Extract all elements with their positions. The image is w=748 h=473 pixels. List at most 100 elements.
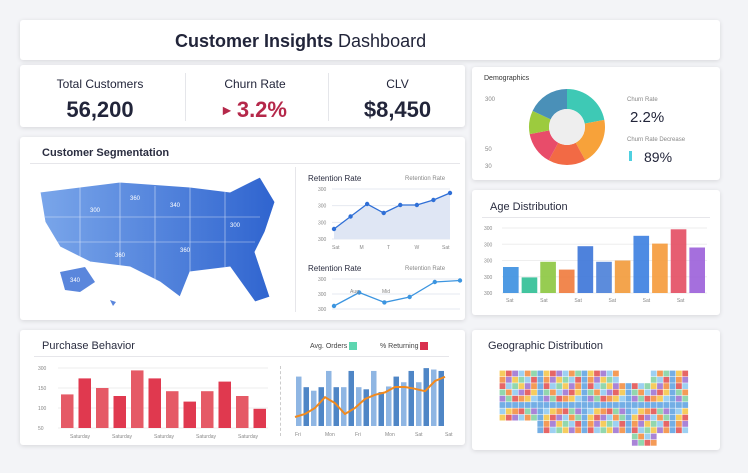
bar [148, 378, 161, 428]
x-tick-label: Sat [574, 298, 582, 304]
heat-cell [581, 376, 588, 383]
heat-cell [531, 414, 537, 421]
heat-cell [556, 370, 563, 377]
heat-cell [657, 421, 663, 427]
heat-cell [550, 389, 556, 396]
heat-cell [638, 389, 644, 396]
heat-cell [631, 395, 638, 402]
heat-cell [619, 414, 626, 421]
donut-slice [575, 119, 605, 161]
x-tick-label: Sat [445, 432, 453, 438]
heat-cell [543, 370, 550, 377]
heat-cell [669, 395, 676, 402]
x-tick-label: M [360, 245, 364, 251]
heat-cell [650, 414, 657, 421]
heat-cell [657, 376, 663, 383]
heat-cell [650, 389, 657, 396]
heat-cell [663, 395, 670, 402]
y-tick-label: 300 [484, 242, 493, 248]
heat-cell [650, 439, 657, 446]
heat-cell [594, 421, 600, 427]
heat-cell [644, 383, 651, 389]
heat-cell [581, 395, 588, 402]
bar [318, 387, 324, 426]
heat-cell [550, 376, 556, 383]
heat-cell [575, 395, 581, 402]
retention-title: Retention Rate [308, 174, 362, 183]
y-tick-label: 300 [484, 291, 493, 297]
heat-cell [550, 427, 556, 434]
heat-cell [512, 414, 518, 421]
y-tick-label: 300 [318, 277, 327, 283]
data-point [364, 201, 370, 207]
heat-cell [505, 402, 512, 408]
heat-cell [619, 408, 626, 415]
x-tick-label: Sat [609, 298, 617, 304]
heat-cell [625, 395, 632, 402]
heat-cell [669, 408, 676, 415]
heat-cell [682, 395, 689, 402]
bar [348, 370, 354, 426]
heat-cell [619, 383, 626, 389]
donut-slice [532, 89, 567, 120]
heat-cell [568, 402, 575, 408]
heat-cell [537, 389, 544, 396]
map-label: 300 [230, 223, 241, 229]
heat-cell [531, 395, 537, 402]
y-tick-label: 300 [318, 220, 327, 226]
x-tick-label: Sat [540, 298, 548, 304]
bar [166, 391, 179, 428]
x-tick-label: Mon [385, 432, 395, 438]
heat-cell [581, 408, 588, 415]
heat-cell [663, 389, 670, 396]
data-point [331, 303, 337, 309]
heat-cell [631, 427, 638, 434]
heat-cell [568, 376, 575, 383]
bar [333, 387, 339, 426]
bar [253, 408, 266, 428]
heat-cell [556, 395, 563, 402]
heat-cell [650, 376, 657, 383]
heat-cell [499, 414, 506, 421]
heat-cell [568, 389, 575, 396]
heat-cell [657, 395, 663, 402]
heat-cell [562, 427, 569, 434]
heat-cell [537, 376, 544, 383]
purchase-behavior-card: Purchase Behavior Avg. Orders % Returnin… [20, 330, 465, 445]
heat-cell [594, 383, 600, 389]
heat-cell [575, 383, 581, 389]
heat-cell [606, 370, 613, 377]
bar [113, 396, 126, 428]
heat-cell [676, 383, 682, 389]
series-line [333, 192, 451, 230]
demographics-card: Demographics 300 50 30 Churn Rate 2.2% C… [472, 67, 720, 180]
heat-cell [682, 383, 689, 389]
bar [363, 389, 369, 426]
kpi-clv: CLV $8,450 [363, 77, 432, 122]
heat-cell [631, 408, 638, 415]
heat-cell [543, 383, 550, 389]
geo-heatmap [499, 370, 689, 446]
heat-cell [537, 370, 544, 377]
heat-cell [638, 439, 644, 446]
heat-cell [543, 408, 550, 415]
heat-cell [587, 376, 594, 383]
heat-cell [682, 427, 689, 434]
heat-cell [562, 370, 569, 377]
data-point [414, 202, 420, 208]
legend-avg-orders: Avg. Orders [310, 342, 358, 350]
heat-cell [682, 370, 689, 377]
y-tick-label: 300 [318, 307, 327, 313]
bar [431, 369, 437, 426]
heat-cell [594, 402, 600, 408]
heat-cell [581, 383, 588, 389]
bar [131, 370, 144, 428]
data-point [432, 279, 437, 285]
heat-cell [619, 395, 626, 402]
heat-cell [619, 421, 626, 427]
heat-cell [581, 389, 588, 396]
heat-cell [600, 427, 607, 434]
stat2-bar-icon [629, 151, 632, 161]
heat-cell [587, 421, 594, 427]
heat-cell [518, 376, 525, 383]
